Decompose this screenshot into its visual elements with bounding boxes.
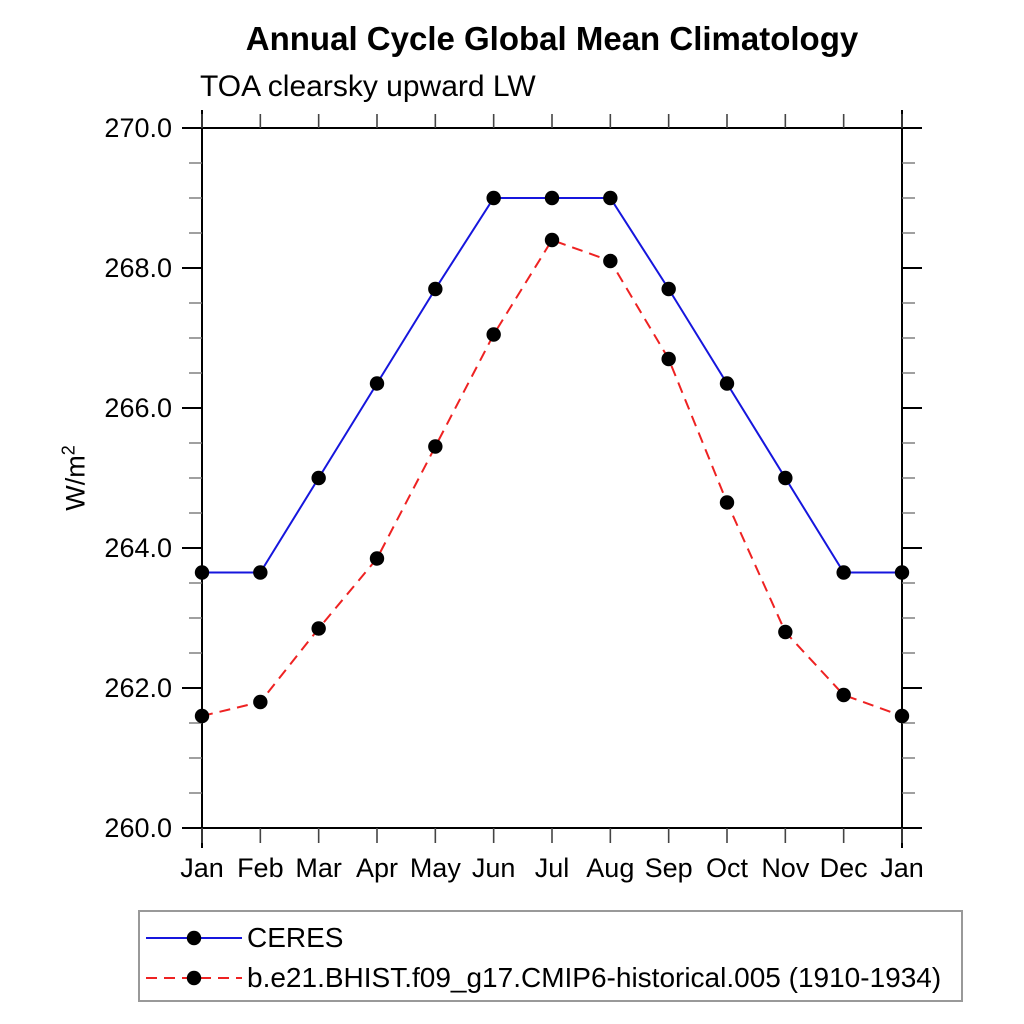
x-tick-label: Apr	[356, 853, 398, 883]
x-tick-label: Sep	[645, 853, 693, 883]
data-point-marker	[894, 708, 910, 724]
x-axis-ticks	[201, 114, 903, 843]
y-tick-label: 264.0	[104, 533, 172, 563]
data-point-marker	[428, 281, 443, 297]
data-point-marker	[661, 281, 676, 297]
x-tick-label: May	[410, 853, 462, 883]
data-point-marker	[369, 376, 385, 391]
data-point-marker	[369, 551, 385, 566]
legend-line-sample-model	[146, 970, 242, 986]
x-tick-label: Jan	[880, 853, 924, 883]
chart-title: Annual Cycle Global Mean Climatology	[245, 20, 859, 57]
data-point-marker	[311, 621, 326, 636]
y-tick-label: 270.0	[104, 113, 172, 143]
x-tick-label: Nov	[761, 853, 810, 883]
data-point-marker	[603, 190, 618, 206]
data-point-marker	[778, 624, 793, 640]
data-point-marker	[661, 351, 676, 367]
y-tick-label: 260.0	[104, 813, 172, 843]
x-tick-label: Aug	[586, 853, 634, 883]
data-point-marker	[486, 327, 501, 342]
x-tick-label: Oct	[706, 853, 749, 883]
y-tick-label: 268.0	[104, 253, 172, 283]
series-ceres	[194, 190, 910, 580]
legend-item-ceres: CERES	[140, 918, 343, 958]
x-tick-label: Jan	[180, 853, 224, 883]
x-tick-label: Jun	[472, 853, 516, 883]
legend-label-model: b.e21.BHIST.f09_g17.CMIP6-historical.005…	[247, 962, 942, 993]
legend-box: CERES b.e21.BHIST.f09_g17.CMIP6-historic…	[138, 910, 963, 1002]
data-point-marker	[603, 253, 618, 269]
chart-subtitle: TOA clearsky upward LW	[200, 70, 536, 103]
y-axis-tick-labels: 260.0 262.0 264.0 266.0 268.0 270.0	[104, 113, 172, 843]
legend-sample-marker	[186, 970, 202, 986]
series-line	[202, 197, 902, 574]
x-tick-label: Mar	[295, 853, 342, 883]
data-point-marker	[719, 376, 735, 391]
y-axis-ticks	[182, 127, 922, 829]
data-point-marker	[486, 190, 501, 206]
y-tick-label: 266.0	[104, 393, 172, 423]
series-model	[194, 232, 910, 724]
x-tick-label: Dec	[820, 853, 868, 883]
data-point-marker	[836, 687, 851, 703]
data-point-marker	[253, 694, 268, 710]
data-point-marker	[778, 470, 793, 486]
data-point-marker	[194, 565, 210, 580]
data-point-marker	[253, 565, 268, 580]
data-point-marker	[428, 439, 443, 454]
x-axis-tick-labels: Jan Feb Mar Apr May Jun Jul Aug Sep Oct Nov Dec Jan	[180, 853, 924, 883]
legend-label-ceres: CERES	[247, 922, 344, 953]
data-point-marker	[544, 190, 560, 206]
data-point-marker	[194, 708, 210, 724]
legend-line-sample-ceres	[146, 930, 242, 946]
data-point-marker	[894, 565, 910, 580]
series-line	[201, 238, 903, 717]
data-point-marker	[836, 565, 851, 580]
legend-item-model: b.e21.BHIST.f09_g17.CMIP6-historical.005…	[140, 958, 941, 998]
legend-sample-marker	[186, 930, 202, 946]
x-tick-label: Feb	[237, 853, 284, 883]
axes	[182, 110, 922, 848]
x-tick-label: Jul	[535, 853, 570, 883]
data-point-marker	[544, 232, 560, 248]
y-tick-label: 262.0	[104, 673, 172, 703]
data-point-marker	[311, 470, 326, 486]
data-point-marker	[719, 495, 735, 510]
